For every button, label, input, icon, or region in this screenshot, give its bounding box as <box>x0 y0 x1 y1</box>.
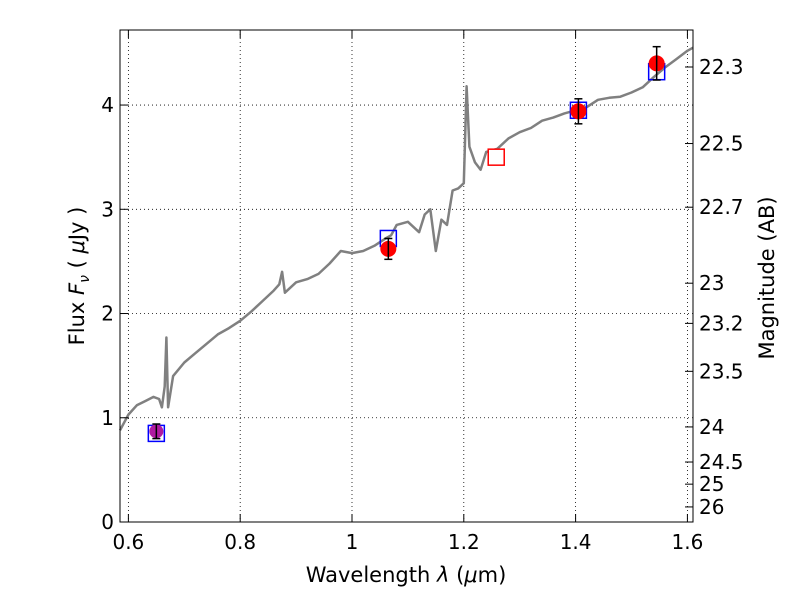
y-tick-label: 4 <box>101 93 114 117</box>
x-tick-label: 0.6 <box>112 530 144 554</box>
x-tick-label: 1.2 <box>448 530 480 554</box>
y-tick-labels: 0 1 2 3 4 <box>101 93 114 534</box>
grid-lines <box>120 30 693 523</box>
magnitude-tick-label: 25 <box>699 472 724 496</box>
x-tick-label: 1.4 <box>560 530 592 554</box>
magnitude-tick-label: 24 <box>699 415 724 439</box>
y-tick-label: 2 <box>101 302 114 326</box>
x-tick-labels: 0.6 0.8 1 1.2 1.4 1.6 <box>112 530 703 554</box>
y-tick-label: 3 <box>101 197 114 221</box>
observed-photometry-layer <box>149 45 665 440</box>
model-sed-layer <box>118 46 694 431</box>
magnitude-tick-label: 23 <box>699 271 724 295</box>
model-sed-line <box>118 46 694 431</box>
magnitude-axis-label: Magnitude (AB) <box>755 196 779 359</box>
plot-frame <box>119 29 694 523</box>
y-tick-label: 1 <box>101 406 114 430</box>
magnitude-tick-label: 23.5 <box>699 359 744 383</box>
y-tick-label: 0 <box>101 510 114 534</box>
magnitude-tick-label: 22.3 <box>699 55 744 79</box>
magnitude-tick-label: 22.7 <box>699 195 744 219</box>
x-tick-label: 1 <box>346 530 359 554</box>
axis-ticks <box>120 30 693 523</box>
magnitude-tick-label: 22.5 <box>699 132 744 156</box>
x-axis-label: Wavelength λ (μm) <box>306 563 507 587</box>
magnitude-tick-label: 23.2 <box>699 311 744 335</box>
model-photometry-box <box>487 148 505 166</box>
x-tick-label: 0.8 <box>224 530 256 554</box>
magnitude-tick-label: 24.5 <box>699 450 744 474</box>
x-tick-label: 1.6 <box>672 530 704 554</box>
model-photometry-layer <box>147 62 666 443</box>
magnitude-tick-label: 26 <box>699 495 724 519</box>
y-axis-label: Flux Fν ( μJy ) <box>65 207 93 346</box>
